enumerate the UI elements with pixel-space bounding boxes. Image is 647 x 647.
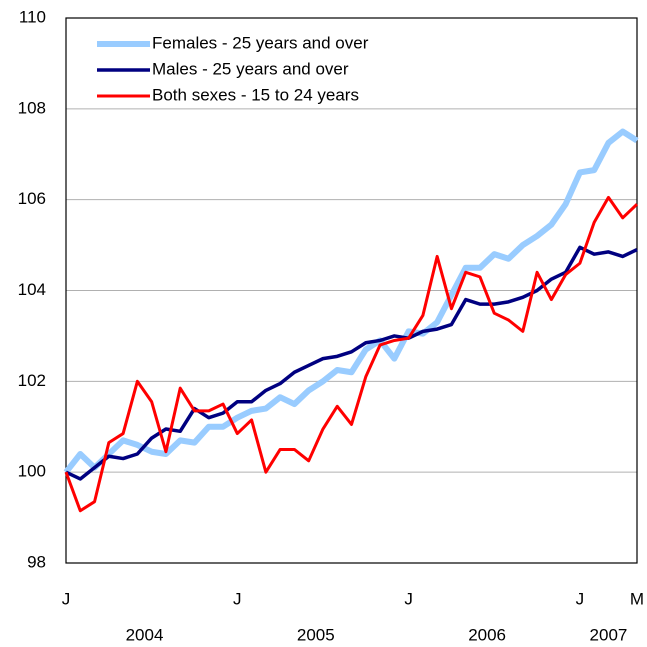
x-tick-label: J (233, 589, 242, 608)
legend-label: Females - 25 years and over (152, 33, 369, 52)
x-group-label: 2004 (126, 625, 164, 644)
series-line (64, 195, 639, 513)
y-tick-label: 110 (19, 7, 46, 26)
x-group-label: 2005 (297, 625, 335, 644)
y-tick-label: 104 (18, 280, 46, 299)
x-group-label: 2007 (590, 625, 628, 644)
y-tick-label: 100 (18, 462, 46, 481)
legend-label: Both sexes - 15 to 24 years (152, 85, 359, 104)
series-line (65, 245, 638, 481)
y-tick-label: 108 (18, 98, 46, 117)
x-group-label: 2006 (468, 625, 506, 644)
plot-frame (65, 17, 638, 564)
y-tick-label: 98 (27, 552, 46, 571)
y-tick-label: 102 (18, 371, 46, 390)
legend-label: Males - 25 years and over (152, 59, 349, 78)
x-tick-label: J (404, 589, 413, 608)
x-tick-label: J (576, 589, 585, 608)
x-tick-label: J (62, 589, 71, 608)
series-line (63, 128, 639, 475)
y-tick-label: 106 (18, 189, 46, 208)
x-tick-label: M (630, 589, 644, 608)
